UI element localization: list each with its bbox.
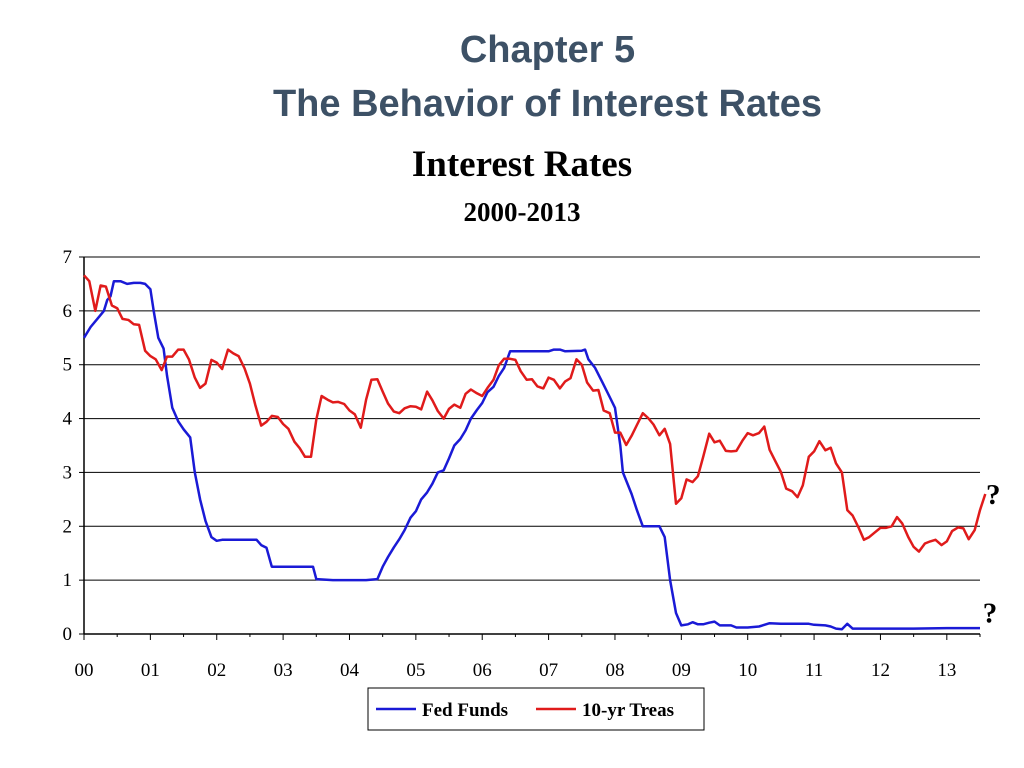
x-tick-label: 00 — [75, 660, 94, 681]
y-tick-label: 7 — [63, 247, 73, 268]
x-tick-label: 05 — [406, 660, 425, 681]
x-tick-label: 13 — [937, 660, 956, 681]
series-line-fed-funds — [82, 279, 980, 631]
x-tick-label: 01 — [141, 660, 160, 681]
slide-title-chapter: Chapter 5 — [459, 29, 636, 71]
y-tick-label: 5 — [63, 355, 73, 376]
x-tick-label: 04 — [340, 660, 360, 681]
legend-label-fed-funds: Fed Funds — [422, 700, 508, 721]
annotation-question-mark: ? — [986, 479, 1001, 511]
chart-title: Interest Rates — [411, 144, 633, 185]
x-tick-label: 10 — [738, 660, 757, 681]
annotation-question-mark: ? — [983, 597, 998, 629]
x-tick-label: 08 — [605, 660, 624, 681]
x-tick-label: 09 — [672, 660, 691, 681]
y-tick-label: 0 — [63, 624, 73, 645]
x-tick-label: 02 — [207, 660, 226, 681]
slide-title-topic: The Behavior of Interest Rates — [272, 83, 823, 125]
x-tick-label: 12 — [871, 660, 890, 681]
legend-label-treasury: 10-yr Treas — [582, 700, 674, 721]
x-tick-label: 06 — [473, 660, 492, 681]
y-tick-label: 2 — [63, 516, 73, 537]
y-tick-label: 4 — [63, 409, 73, 430]
y-tick-label: 3 — [63, 462, 73, 483]
y-tick-label: 1 — [63, 570, 73, 591]
x-tick-label: 07 — [539, 660, 558, 681]
series-line-treasury — [83, 274, 987, 553]
y-tick-label: 6 — [63, 301, 73, 322]
x-tick-label: 03 — [274, 660, 293, 681]
x-tick-label: 11 — [805, 660, 823, 681]
chart-subtitle: 2000-2013 — [463, 197, 581, 227]
